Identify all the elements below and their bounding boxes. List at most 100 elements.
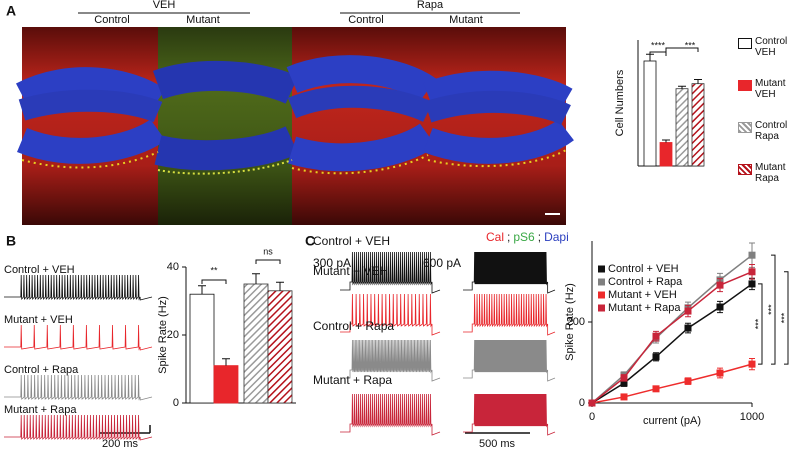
- significance-label: ns: [263, 246, 273, 256]
- voltage-trace: [463, 393, 556, 436]
- y-axis-label: Spike Rate (Hz): [564, 283, 576, 361]
- error-bar: [222, 358, 230, 366]
- bar: [643, 60, 657, 167]
- legend-label: Control Rapa: [755, 120, 788, 142]
- stain-name: ;: [507, 230, 510, 244]
- data-point: [684, 307, 692, 315]
- trace-label: Control + Rapa: [313, 319, 394, 333]
- significance-bracket: [771, 254, 776, 365]
- data-point: [716, 303, 724, 311]
- y-tick-label: 200: [567, 316, 585, 328]
- significance-bracket: [649, 51, 667, 56]
- y-tick-label: 0: [173, 397, 179, 409]
- subgroup-label: Control: [348, 14, 383, 26]
- trace-label: Control + VEH: [4, 264, 75, 276]
- significance-bracket: [784, 271, 789, 365]
- y-tick-label: 0: [579, 397, 585, 409]
- error-bar: [662, 139, 670, 143]
- legend-swatch: [738, 122, 752, 133]
- data-point: [716, 281, 724, 289]
- voltage-trace: [463, 339, 556, 382]
- x-tick-label: 1000: [740, 411, 764, 423]
- stain-legend: Cal; pS6; Dapi: [486, 230, 569, 244]
- bar: [267, 290, 293, 404]
- stain-name: ;: [538, 230, 541, 244]
- data-point: [748, 268, 756, 276]
- bar: [659, 142, 673, 167]
- legend-label: Mutant + Rapa: [608, 302, 681, 314]
- data-point: [748, 360, 756, 368]
- voltage-trace: [4, 324, 153, 351]
- legend-swatch: [738, 80, 752, 91]
- stain-name: Dapi: [544, 230, 569, 244]
- error-bar: [198, 285, 206, 295]
- y-axis-label: Cell Numbers: [614, 69, 626, 136]
- trace-label: Mutant + VEH: [313, 264, 388, 278]
- voltage-trace: [340, 293, 441, 336]
- panel-label: C: [305, 233, 315, 249]
- data-point: [652, 332, 660, 340]
- error-bar: [252, 273, 260, 284]
- voltage-trace: [4, 414, 153, 441]
- current-label: 600 pA: [423, 256, 461, 270]
- data-point: [748, 280, 756, 288]
- scale-bar-label: 500 ms: [479, 438, 516, 450]
- legend-marker: [598, 278, 605, 286]
- bar: [189, 293, 215, 404]
- significance-label: ****: [651, 40, 666, 50]
- trace-label: Control + VEH: [313, 234, 390, 248]
- data-point: [652, 353, 660, 361]
- voltage-trace: [340, 393, 441, 436]
- data-point: [748, 251, 756, 259]
- significance-label: ***: [753, 318, 763, 329]
- y-tick-label: 40: [167, 261, 179, 273]
- series-line: [591, 283, 753, 404]
- legend-label: Mutant + VEH: [608, 289, 677, 301]
- data-point: [588, 399, 596, 407]
- data-point: [716, 369, 724, 377]
- trace-label: Control + Rapa: [4, 364, 79, 376]
- voltage-trace: [463, 251, 556, 294]
- significance-label: ***: [766, 304, 776, 315]
- data-point: [620, 393, 628, 401]
- legend-label: Control + VEH: [608, 263, 679, 275]
- scale-bar-label: 200 ms: [102, 438, 139, 450]
- subgroup-label: Control: [94, 14, 129, 26]
- stain-name: Cal: [486, 230, 504, 244]
- legend-swatch: [738, 164, 752, 175]
- significance-bracket: [665, 47, 699, 52]
- significance-label: ***: [685, 40, 696, 50]
- error-bar: [694, 78, 702, 84]
- error-bar: [678, 85, 686, 89]
- data-point: [684, 377, 692, 385]
- legend-marker: [598, 304, 605, 312]
- data-point: [652, 385, 660, 393]
- error-bar: [276, 281, 284, 291]
- legend-marker: [598, 291, 605, 299]
- significance-label: ***: [779, 312, 789, 323]
- bar: [213, 365, 239, 404]
- data-point: [620, 379, 628, 387]
- voltage-trace: [4, 274, 153, 301]
- bar: [675, 88, 689, 167]
- x-axis-label: current (pA): [643, 415, 701, 427]
- trace-label: Mutant + VEH: [4, 314, 73, 326]
- significance-bracket: [201, 279, 227, 284]
- subgroup-label: Mutant: [186, 14, 220, 26]
- voltage-trace: [340, 251, 441, 294]
- voltage-trace: [340, 339, 441, 382]
- x-tick-label: 0: [589, 411, 595, 423]
- legend-label: Control VEH: [755, 36, 788, 58]
- current-label: 300 pA: [313, 256, 351, 270]
- legend-label: Mutant Rapa: [755, 162, 786, 184]
- legend-label: Control + Rapa: [608, 276, 683, 288]
- series-line: [591, 271, 753, 404]
- trace-label: Mutant + Rapa: [313, 373, 392, 387]
- series-line: [591, 363, 753, 404]
- panel-label: A: [6, 3, 16, 19]
- legend-marker: [598, 265, 605, 273]
- group-label: Rapa: [417, 0, 444, 11]
- y-tick-label: 20: [167, 329, 179, 341]
- y-axis-label: Spike Rate (Hz): [157, 296, 169, 374]
